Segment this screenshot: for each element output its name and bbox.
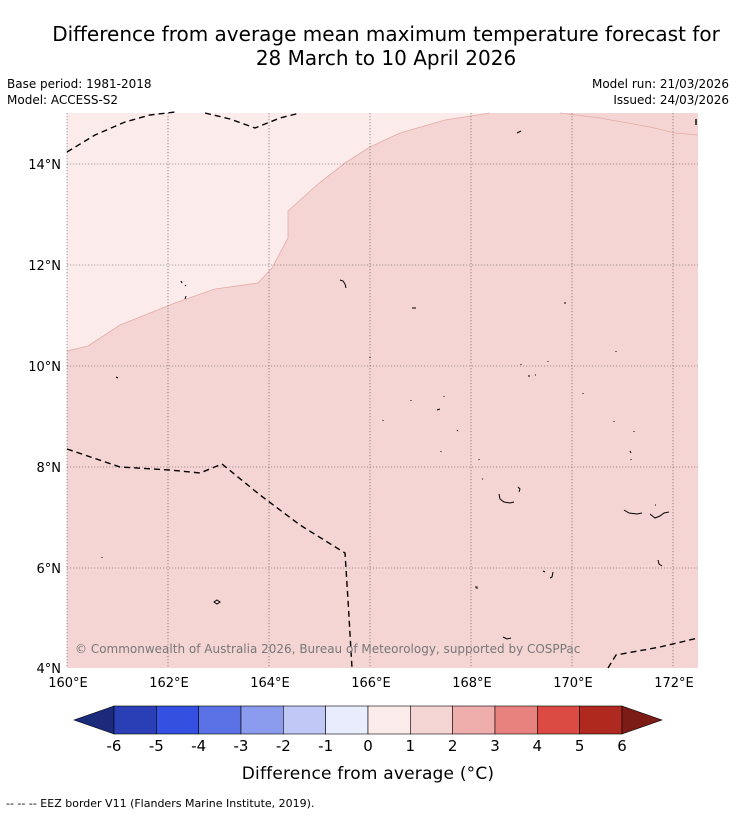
lon-label: 162°E <box>149 676 189 691</box>
lat-label: 14°N <box>28 158 61 173</box>
colorbar-tick-label: 6 <box>617 737 627 755</box>
eez-legend: -- -- -- EEZ border V11 (Flanders Marine… <box>6 797 315 810</box>
colorbar-tick-label: -2 <box>276 737 291 755</box>
anomaly-region-0-1 <box>67 113 490 351</box>
colorbar-segment <box>537 705 580 735</box>
colorbar-extend-low <box>73 705 115 735</box>
colorbar-tick-label: 3 <box>490 737 500 755</box>
colorbar-segment <box>367 705 411 735</box>
lon-axis: 160°E 162°E 164°E 166°E 168°E 170°E 172°… <box>48 676 694 691</box>
lat-label: 4°N <box>37 662 62 677</box>
colorbar-segment <box>156 705 199 735</box>
colorbar-tick-label: 5 <box>575 737 585 755</box>
colorbar-segment <box>452 705 496 735</box>
colorbar-tick-label: -3 <box>234 737 249 755</box>
colorbar-tick-label: -4 <box>191 737 206 755</box>
colorbar-extend-high <box>621 705 663 735</box>
anomaly-contour-1 <box>66 112 491 352</box>
lat-axis: 14°N 12°N 10°N 8°N 6°N 4°N <box>28 158 61 677</box>
model-run: Model run: 21/03/2026 <box>591 77 729 91</box>
colorbar <box>73 705 663 735</box>
colorbar-tick-label: -5 <box>149 737 164 755</box>
colorbar-tick-label: 4 <box>533 737 543 755</box>
anomaly-contour-2 <box>559 112 699 136</box>
title-line-1: Difference from average mean maximum tem… <box>52 22 720 46</box>
colorbar-label: Difference from average (°C) <box>241 764 495 784</box>
colorbar-segment <box>325 705 369 735</box>
lat-label: 10°N <box>28 360 61 375</box>
colorbar-tick-label: -6 <box>107 737 122 755</box>
colorbar-segment <box>240 705 284 735</box>
lon-label: 164°E <box>250 676 290 691</box>
lon-label: 172°E <box>654 676 694 691</box>
colorbar-segment <box>113 705 157 735</box>
graticule <box>66 113 698 668</box>
map-canvas: © Commonwealth of Australia 2026, Bureau… <box>28 111 699 755</box>
colorbar-segment <box>494 705 538 735</box>
copyright-text: © Commonwealth of Australia 2026, Bureau… <box>75 642 580 656</box>
colorbar-segment <box>410 705 453 735</box>
title-line-2: 28 March to 10 April 2026 <box>255 46 517 70</box>
lon-label: 160°E <box>48 676 88 691</box>
colorbar-tick-label: 1 <box>406 737 416 755</box>
base-period: Base period: 1981-2018 <box>7 77 152 91</box>
eez-borders <box>66 111 699 669</box>
lat-label: 8°N <box>37 461 62 476</box>
colorbar-segment <box>198 705 242 735</box>
lon-label: 170°E <box>553 676 593 691</box>
colorbar-tick-label: -1 <box>318 737 333 755</box>
issued-date: Issued: 24/03/2026 <box>613 93 729 107</box>
colorbar-tick-label: 0 <box>363 737 373 755</box>
colorbar-segment <box>283 705 326 735</box>
colorbar-tick-label: 2 <box>448 737 458 755</box>
chart-title: Difference from average mean maximum tem… <box>0 22 736 70</box>
lat-label: 12°N <box>28 259 61 274</box>
lat-label: 6°N <box>37 562 62 577</box>
colorbar-segment <box>579 705 623 735</box>
colorbar-ticks: -6 -5 -4 -3 -2 -1 0 1 2 3 4 5 6 <box>107 737 627 755</box>
lon-label: 168°E <box>452 676 492 691</box>
lon-label: 166°E <box>351 676 391 691</box>
meta-left: Base period: 1981-2018 Model: ACCESS-S2 <box>7 76 152 108</box>
meta-right: Model run: 21/03/2026 Issued: 24/03/2026 <box>592 76 729 108</box>
model-name: Model: ACCESS-S2 <box>7 93 119 107</box>
coastlines <box>101 130 670 640</box>
